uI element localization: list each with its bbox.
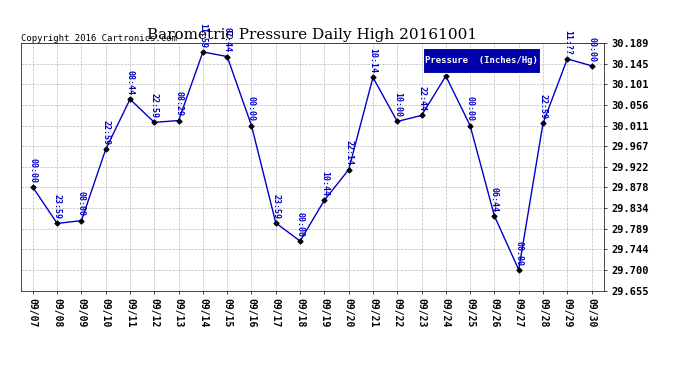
Text: 22:59: 22:59 xyxy=(538,94,548,119)
Point xyxy=(440,73,451,79)
Point xyxy=(246,123,257,129)
Text: 00:00: 00:00 xyxy=(247,96,256,122)
Point xyxy=(28,184,39,190)
Point xyxy=(464,123,475,129)
Text: 22:59: 22:59 xyxy=(150,93,159,118)
Text: 11:59: 11:59 xyxy=(199,23,208,48)
Text: 22:59: 22:59 xyxy=(101,120,110,145)
Point xyxy=(100,146,111,152)
Text: 00:00: 00:00 xyxy=(514,241,523,266)
Point xyxy=(149,119,160,125)
Point xyxy=(513,267,524,273)
Text: 08:29: 08:29 xyxy=(174,92,183,116)
Point xyxy=(173,117,184,123)
Text: 08:44: 08:44 xyxy=(126,70,135,95)
Point xyxy=(52,220,63,226)
Text: 00:00: 00:00 xyxy=(28,158,37,183)
Point xyxy=(538,120,549,126)
Text: 10:14: 10:14 xyxy=(368,48,377,73)
Text: Copyright 2016 Cartronics.com: Copyright 2016 Cartronics.com xyxy=(21,34,177,44)
Point xyxy=(221,54,233,60)
Point xyxy=(343,166,354,172)
Text: 10:00: 10:00 xyxy=(393,92,402,117)
Text: 07:44: 07:44 xyxy=(223,27,232,53)
Point xyxy=(295,238,306,244)
Point xyxy=(76,217,87,223)
Point xyxy=(586,63,597,69)
Point xyxy=(416,112,427,118)
Text: 22:44: 22:44 xyxy=(417,86,426,111)
Text: 00:00: 00:00 xyxy=(295,212,304,237)
Text: 10:44: 10:44 xyxy=(320,171,329,196)
Point xyxy=(319,197,330,203)
Point xyxy=(368,74,379,80)
Point xyxy=(124,96,135,102)
Point xyxy=(197,49,208,55)
Title: Barometric Pressure Daily High 20161001: Barometric Pressure Daily High 20161001 xyxy=(147,28,477,42)
Text: 23:59: 23:59 xyxy=(52,194,61,219)
Point xyxy=(270,220,282,226)
Text: 06:44: 06:44 xyxy=(490,187,499,212)
Point xyxy=(392,118,403,124)
Text: 23:59: 23:59 xyxy=(271,194,280,219)
Text: 22:14: 22:14 xyxy=(344,141,353,165)
Text: 00:00: 00:00 xyxy=(466,96,475,122)
Text: 08:00: 08:00 xyxy=(77,192,86,216)
Text: 11:44: 11:44 xyxy=(442,47,451,72)
Text: 11:??: 11:?? xyxy=(563,30,572,55)
Text: 00:00: 00:00 xyxy=(587,37,596,62)
Point xyxy=(562,56,573,62)
Point xyxy=(489,213,500,219)
